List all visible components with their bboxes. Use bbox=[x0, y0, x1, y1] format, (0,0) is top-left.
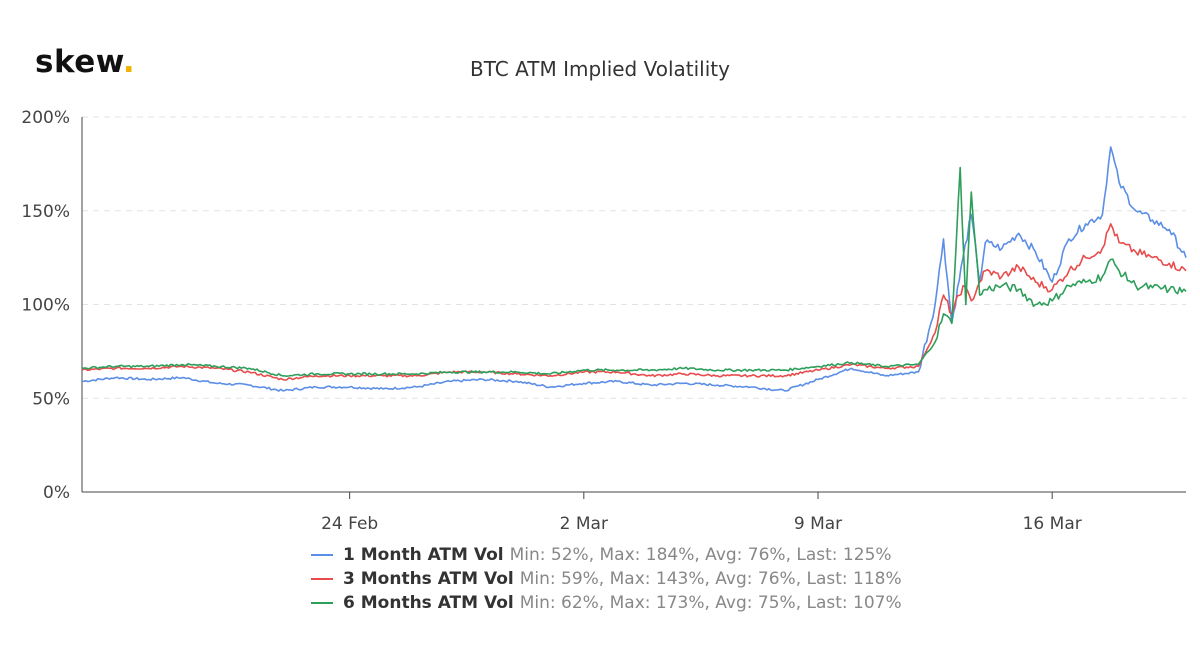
legend-series-stats: Min: 59%, Max: 143%, Avg: 76%, Last: 118… bbox=[520, 569, 902, 589]
series-line-3 bbox=[81, 166, 1187, 378]
legend-entry-3: 6 Months ATM Vol Min: 62%, Max: 173%, Avg… bbox=[343, 593, 902, 613]
x-tick-label: 2 Mar bbox=[560, 514, 608, 534]
y-tick-label: 200% bbox=[21, 108, 70, 128]
axes: 0% 50% 100% 150% 200% 24 Feb 2 Mar 9 Mar 16 Mar bbox=[21, 108, 1186, 534]
brand-dot: . bbox=[122, 44, 136, 80]
legend-series-stats: Min: 62%, Max: 173%, Avg: 75%, Last: 107… bbox=[520, 593, 902, 613]
y-tick-label: 150% bbox=[21, 202, 70, 222]
grid-lines bbox=[82, 116, 1186, 399]
legend-series-stats: Min: 52%, Max: 184%, Avg: 76%, Last: 125… bbox=[510, 545, 892, 565]
legend: 1 Month ATM Vol Min: 52%, Max: 184%, Avg:… bbox=[311, 545, 902, 613]
x-tick-label: 16 Mar bbox=[1023, 514, 1082, 534]
legend-series-name: 3 Months ATM Vol bbox=[343, 569, 514, 589]
y-tick-label: 0% bbox=[43, 483, 70, 503]
series-lines bbox=[81, 146, 1187, 392]
legend-series-name: 1 Month ATM Vol bbox=[343, 545, 504, 565]
x-tick-label: 9 Mar bbox=[794, 514, 842, 534]
brand-name: skew bbox=[35, 44, 123, 80]
brand-logo: skew. bbox=[35, 44, 135, 80]
legend-entry-1: 1 Month ATM Vol Min: 52%, Max: 184%, Avg:… bbox=[343, 545, 892, 565]
x-tick-label: 24 Feb bbox=[321, 514, 378, 534]
legend-entry-2: 3 Months ATM Vol Min: 59%, Max: 143%, Avg… bbox=[343, 569, 902, 589]
legend-series-name: 6 Months ATM Vol bbox=[343, 593, 514, 613]
y-tick-label: 100% bbox=[21, 296, 70, 316]
series-line-2 bbox=[81, 223, 1187, 381]
y-tick-label: 50% bbox=[32, 389, 70, 409]
series-line-1 bbox=[81, 146, 1187, 392]
chart-title: BTC ATM Implied Volatility bbox=[470, 57, 730, 81]
